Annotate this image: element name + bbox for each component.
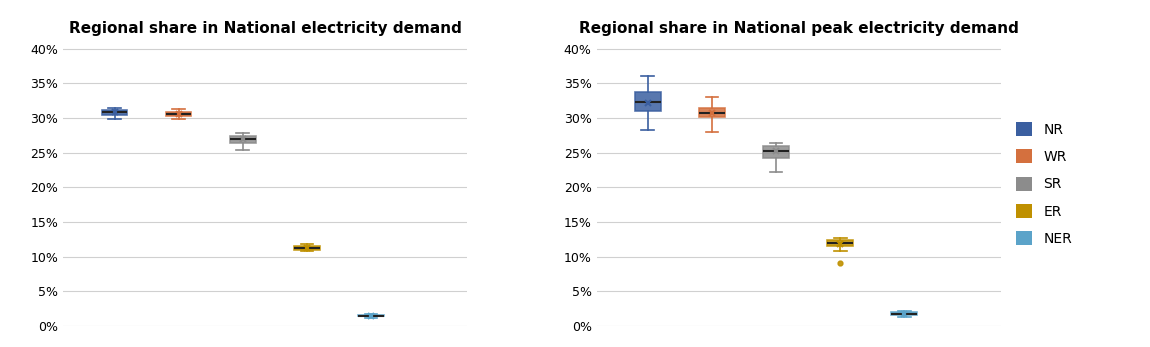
PathPatch shape <box>101 110 128 115</box>
Title: Regional share in National peak electricity demand: Regional share in National peak electric… <box>578 21 1019 36</box>
Legend: NR, WR, SR, ER, NER: NR, WR, SR, ER, NER <box>1015 122 1072 246</box>
PathPatch shape <box>635 92 660 111</box>
PathPatch shape <box>230 136 255 143</box>
PathPatch shape <box>764 146 789 158</box>
PathPatch shape <box>891 312 918 315</box>
Title: Regional share in National electricity demand: Regional share in National electricity d… <box>69 21 461 36</box>
PathPatch shape <box>294 246 320 250</box>
PathPatch shape <box>699 108 724 117</box>
PathPatch shape <box>166 112 192 116</box>
PathPatch shape <box>827 240 853 246</box>
PathPatch shape <box>358 315 384 316</box>
